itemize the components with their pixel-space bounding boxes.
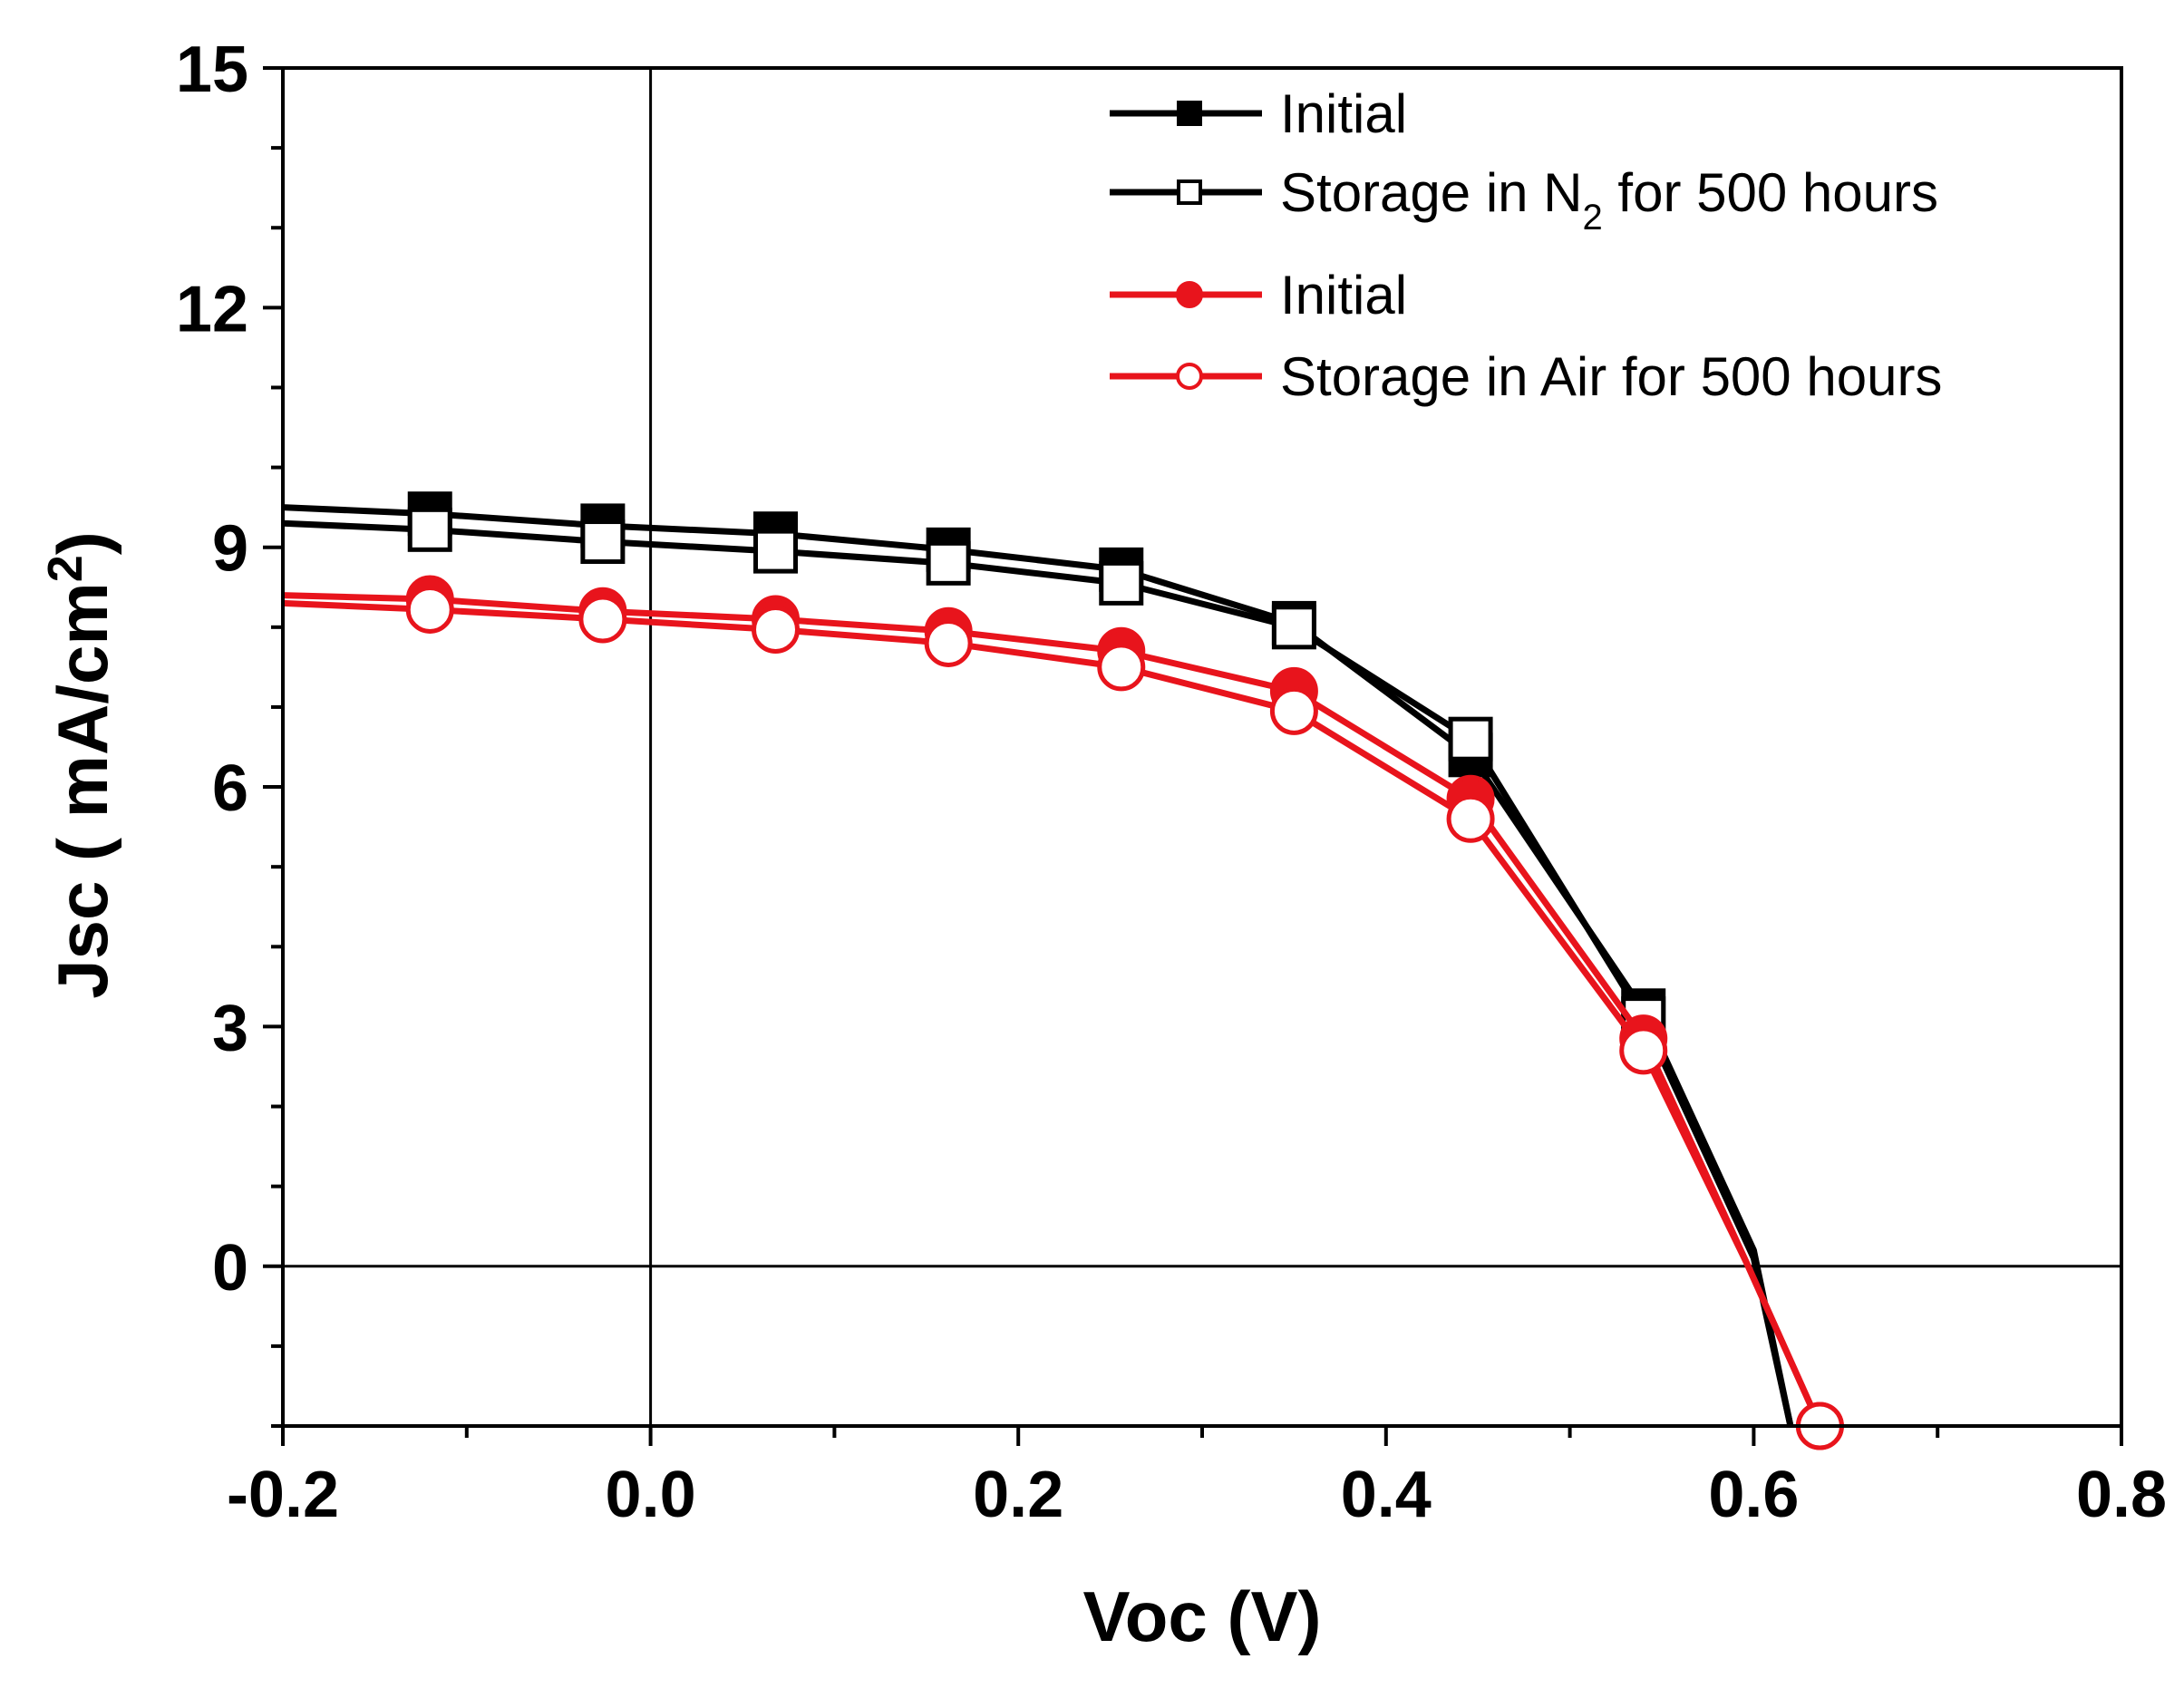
y-axis-title-superscript: 2 xyxy=(38,555,92,582)
data-point xyxy=(1269,686,1318,735)
legend-item-1: Initial xyxy=(1110,83,1407,144)
series-3 xyxy=(282,575,1844,1450)
data-point xyxy=(407,507,452,552)
series-line xyxy=(282,592,1823,1428)
data-point xyxy=(405,585,454,634)
legend-marker xyxy=(1177,101,1202,126)
series-line xyxy=(282,504,1794,1427)
data-point xyxy=(753,529,799,574)
data-point xyxy=(1271,605,1316,650)
legend-label-text: Storage in Air for 500 hours xyxy=(1280,346,1942,407)
x-axis-title: Voc (V) xyxy=(1083,1576,1322,1656)
legend-item-3: Initial xyxy=(1110,265,1407,325)
x-tick-label: 0.6 xyxy=(1708,1459,1799,1531)
data-point xyxy=(1619,1026,1668,1075)
data-point xyxy=(924,618,973,667)
y-axis-title: Jsc ( mA/cm2) xyxy=(38,531,122,999)
series-1 xyxy=(282,491,1794,1427)
data-point xyxy=(1099,560,1144,606)
legend-label: Initial xyxy=(1280,265,1407,325)
legend-label-text: Initial xyxy=(1280,265,1407,325)
y-tick-label: 0 xyxy=(212,1232,248,1305)
y-axis-title-main: Jsc ( mA/cm xyxy=(43,582,122,999)
legend-label-text: Storage in N xyxy=(1280,162,1583,223)
legend-label: Initial xyxy=(1280,83,1407,144)
y-tick-label: 12 xyxy=(176,273,248,345)
data-point xyxy=(1097,643,1146,692)
data-point xyxy=(752,605,801,654)
legend-item-4: Storage in Air for 500 hours xyxy=(1110,346,1942,407)
legend-marker xyxy=(1177,179,1202,205)
x-tick-label: 0.0 xyxy=(606,1459,696,1531)
x-tick-label: 0.8 xyxy=(2076,1459,2167,1531)
data-point xyxy=(1446,794,1495,843)
legend: Initial Storage in N2 for 500 hours Initia… xyxy=(1110,83,1942,407)
legend-label: Storage in N2 for 500 hours xyxy=(1280,162,1938,238)
reference-lines xyxy=(283,68,2121,1426)
legend-label-subscript: 2 xyxy=(1583,198,1603,238)
data-point xyxy=(580,519,626,565)
legend-label: Storage in Air for 500 hours xyxy=(1280,346,1942,407)
series-4 xyxy=(282,585,1844,1450)
y-tick-label: 9 xyxy=(212,513,248,586)
y-axis-title-end: ) xyxy=(43,531,122,555)
y-tick-label: 6 xyxy=(212,752,248,825)
y-tick-label: 15 xyxy=(176,34,248,106)
y-tick-label: 3 xyxy=(212,992,248,1064)
x-tick-label: 0.2 xyxy=(973,1459,1063,1531)
series-line xyxy=(282,599,1823,1428)
legend-item-2: Storage in N2 for 500 hours xyxy=(1110,162,1938,238)
x-tick-label: 0.4 xyxy=(1341,1459,1432,1531)
legend-marker xyxy=(1176,281,1203,308)
series-2 xyxy=(282,507,1794,1427)
plot-frame xyxy=(281,66,2123,1428)
tick-labels: -0.2 0.0 0.2 0.4 0.6 0.8 0 3 6 9 12 15 xyxy=(176,34,2167,1531)
data-point xyxy=(1448,716,1493,762)
data-point xyxy=(926,540,971,586)
axis-ticks xyxy=(263,66,2123,1446)
x-tick-label: -0.2 xyxy=(227,1459,339,1531)
legend-label-end: for 500 hours xyxy=(1603,162,1938,223)
series-line xyxy=(282,519,1794,1427)
legend-label-text: Initial xyxy=(1280,83,1407,144)
legend-marker xyxy=(1176,363,1203,390)
series-layer xyxy=(282,491,1844,1450)
data-point xyxy=(578,595,627,644)
